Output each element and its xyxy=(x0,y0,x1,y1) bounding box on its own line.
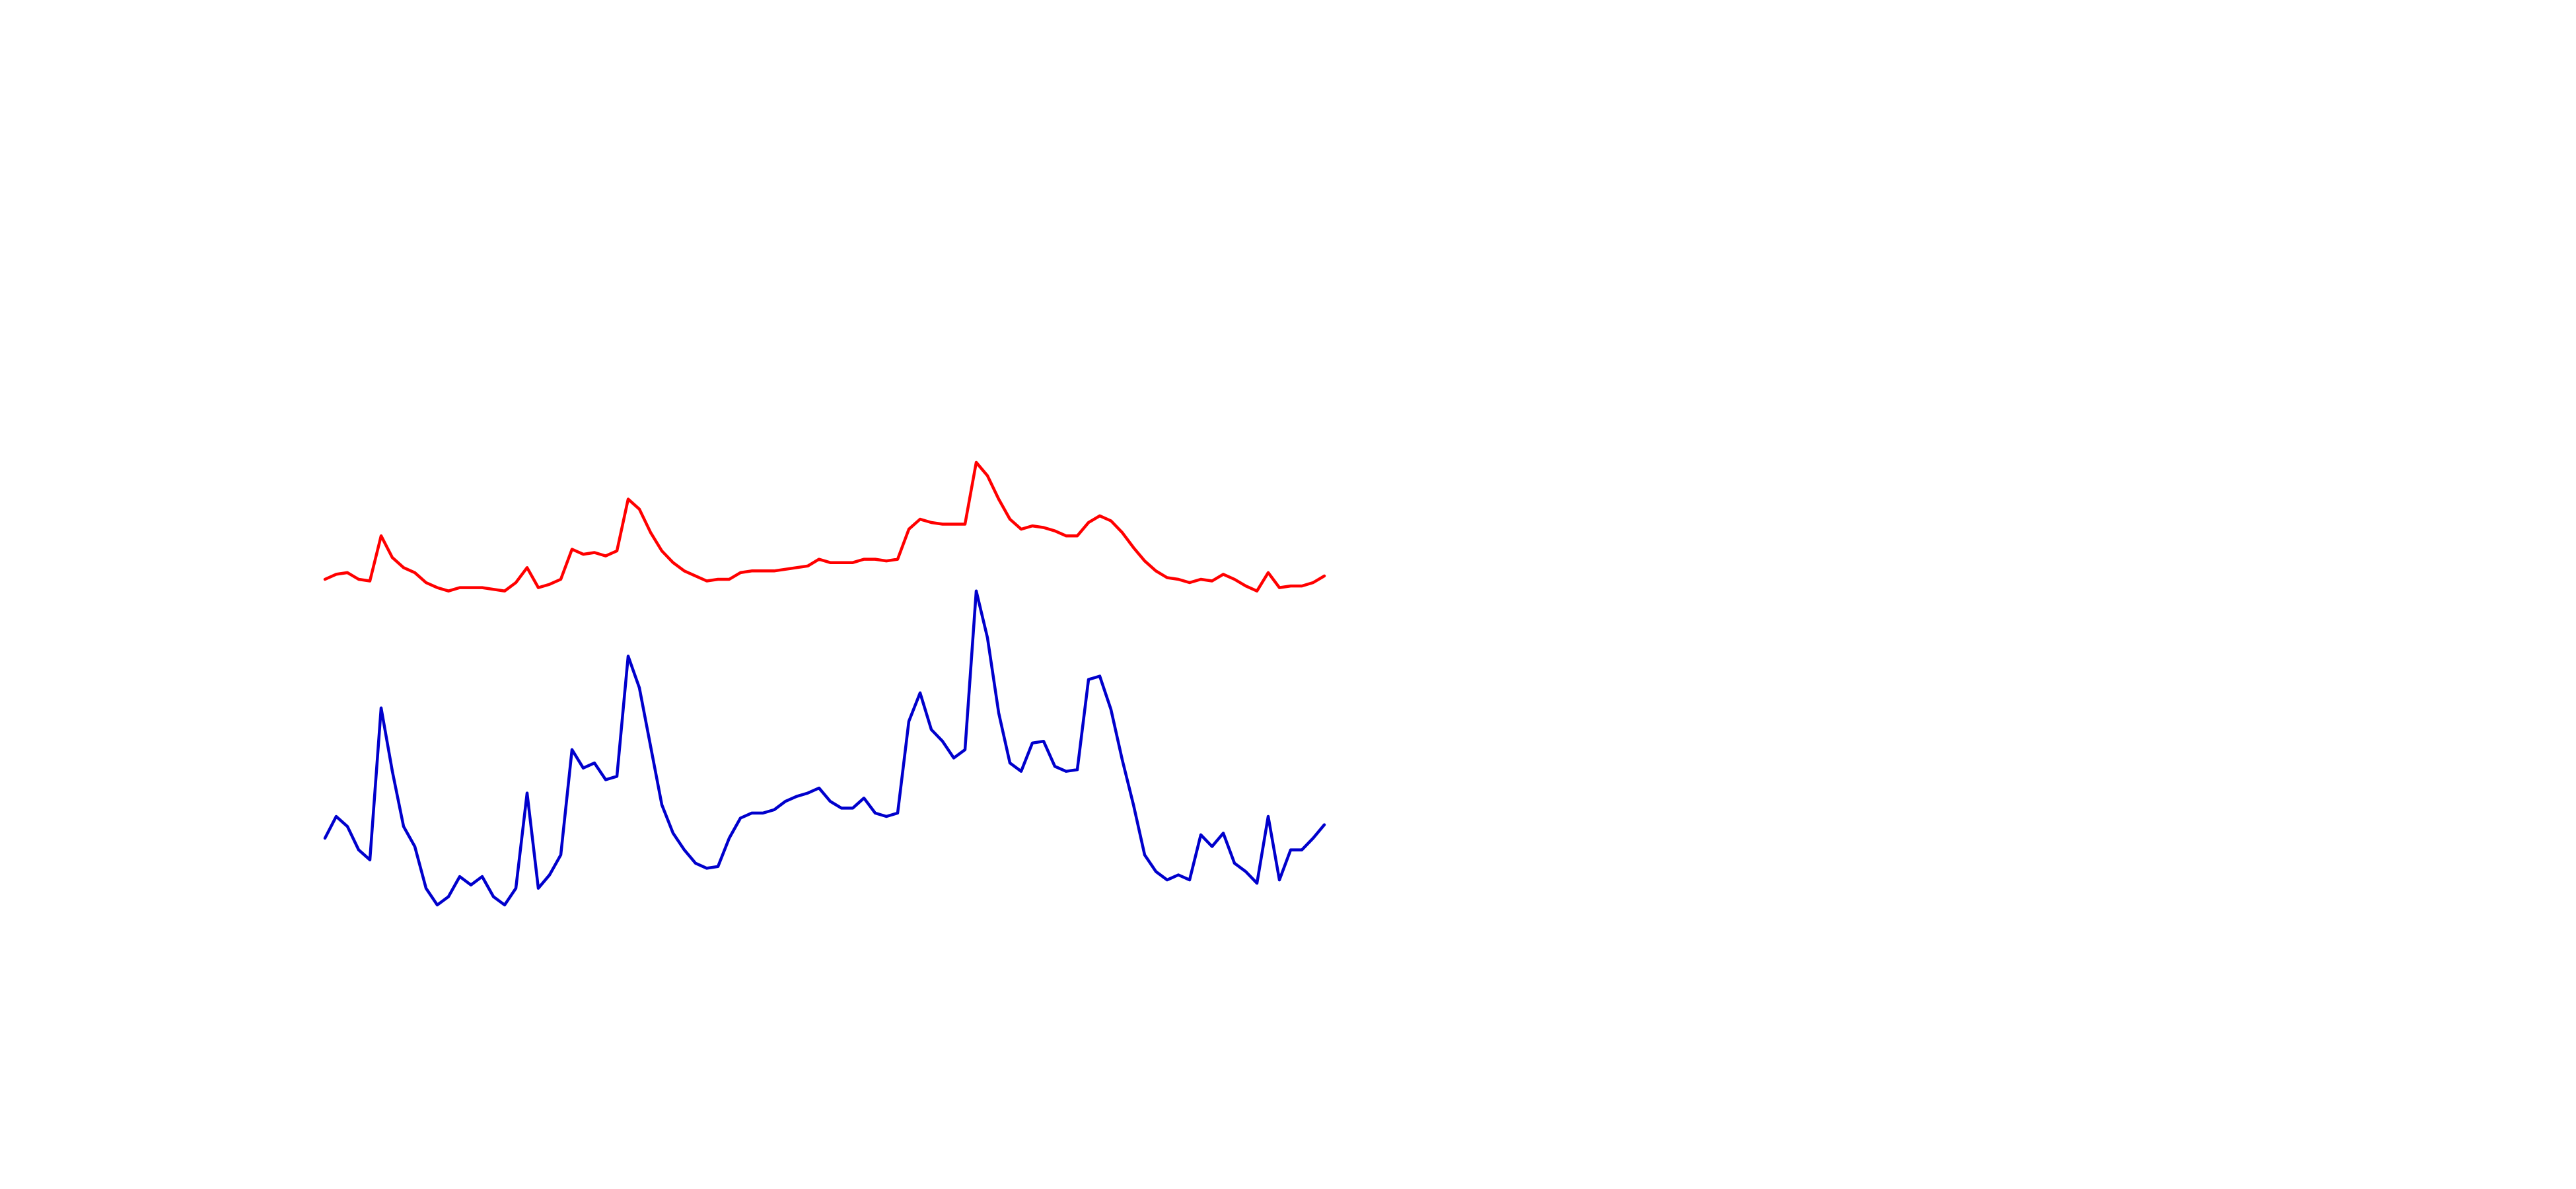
data-line xyxy=(323,589,1326,907)
data-line xyxy=(323,460,1326,593)
